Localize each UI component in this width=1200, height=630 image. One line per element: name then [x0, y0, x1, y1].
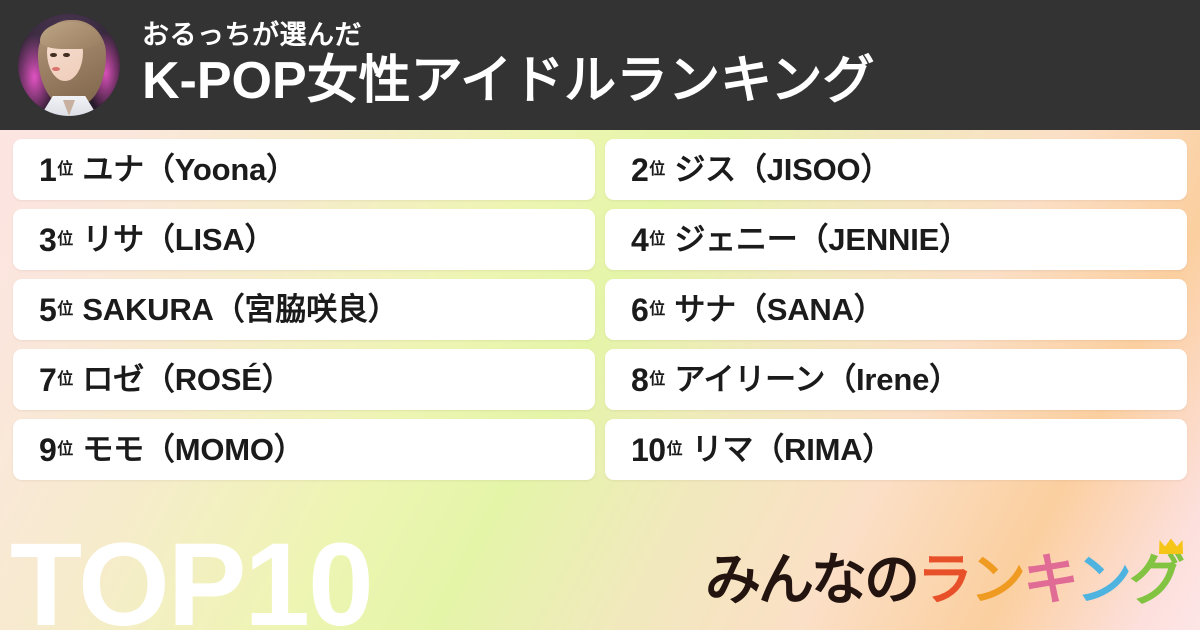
avatar-fringe [40, 22, 100, 49]
rank-item-2[interactable]: 2 位 ジス（JISOO） [605, 139, 1187, 200]
avatar [18, 14, 120, 116]
poster-header: おるっちが選んだ K-POP女性アイドルランキング [0, 0, 1200, 130]
avatar-eye-right [62, 52, 70, 58]
brand-char-no: の [864, 548, 920, 611]
page-title: K-POP女性アイドルランキング [142, 51, 875, 110]
rank-name: サナ（SANA） [674, 292, 885, 327]
brand-char-n-1: ン [970, 548, 1026, 611]
crown-icon [1159, 538, 1183, 554]
rank-unit: 位 [57, 300, 74, 318]
rank-item-1[interactable]: 1 位 ユナ（Yoona） [13, 139, 595, 200]
rank-item-3[interactable]: 3 位 リサ（LISA） [13, 209, 595, 270]
rank-item-6[interactable]: 6 位 サナ（SANA） [605, 279, 1187, 340]
rank-item-5[interactable]: 5 位 SAKURA（宮脇咲良） [13, 279, 595, 340]
avatar-eye-left [49, 52, 57, 58]
rank-unit: 位 [649, 230, 666, 248]
header-text-block: おるっちが選んだ K-POP女性アイドルランキング [142, 19, 875, 110]
rank-item-9[interactable]: 9 位 モモ（MOMO） [13, 419, 595, 480]
brand-char-mi: み [705, 548, 761, 611]
header-eyebrow: おるっちが選んだ [142, 19, 362, 50]
rank-name: ユナ（Yoona） [82, 152, 297, 187]
rank-name: モモ（MOMO） [82, 432, 305, 467]
rank-unit: 位 [57, 160, 74, 178]
rank-name: リサ（LISA） [82, 222, 276, 257]
rank-unit: 位 [57, 230, 74, 248]
brand-char-ra: ラ [917, 548, 973, 611]
rank-unit: 位 [649, 300, 666, 318]
rank-number: 2 [631, 151, 649, 188]
rank-name: アイリーン（Irene） [674, 362, 960, 397]
rank-unit: 位 [649, 160, 666, 178]
brand-char-n-2: ン [1076, 548, 1132, 611]
rank-number: 10 [631, 431, 666, 468]
brand-char-n: ん [758, 548, 814, 611]
avatar-lips [51, 67, 60, 72]
brand-char-gu: グ [1129, 538, 1185, 608]
rank-item-8[interactable]: 8 位 アイリーン（Irene） [605, 349, 1187, 410]
rank-number: 5 [39, 291, 57, 328]
rank-number: 8 [631, 361, 649, 398]
brand-logo[interactable]: み ん な の ラ ン キ ン グ [705, 538, 1185, 611]
rank-number: 7 [39, 361, 57, 398]
brand-char-ki: キ [1023, 548, 1079, 611]
rank-name: リマ（RIMA） [691, 432, 894, 467]
rank-item-10[interactable]: 10 位 リマ（RIMA） [605, 419, 1187, 480]
rank-number: 1 [39, 151, 57, 188]
rank-name: ロゼ（ROSÉ） [82, 362, 293, 397]
rank-number: 3 [39, 221, 57, 258]
brand-char-gu-text: グ [1129, 548, 1185, 611]
rank-item-4[interactable]: 4 位 ジェニー（JENNIE） [605, 209, 1187, 270]
rank-unit: 位 [57, 370, 74, 388]
rank-name: SAKURA（宮脇咲良） [82, 292, 399, 327]
rank-number: 6 [631, 291, 649, 328]
rank-item-7[interactable]: 7 位 ロゼ（ROSÉ） [13, 349, 595, 410]
brand-char-na: な [811, 548, 867, 611]
ranking-list: 1 位 ユナ（Yoona） 2 位 ジス（JISOO） 3 位 リサ（LISA）… [13, 139, 1187, 480]
rank-unit: 位 [57, 440, 74, 458]
rank-name: ジェニー（JENNIE） [674, 222, 970, 257]
rank-unit: 位 [649, 370, 666, 388]
rank-number: 4 [631, 221, 649, 258]
rank-name: ジス（JISOO） [674, 152, 892, 187]
top10-watermark: TOP10 [10, 519, 374, 630]
rank-unit: 位 [666, 440, 683, 458]
rank-number: 9 [39, 431, 57, 468]
